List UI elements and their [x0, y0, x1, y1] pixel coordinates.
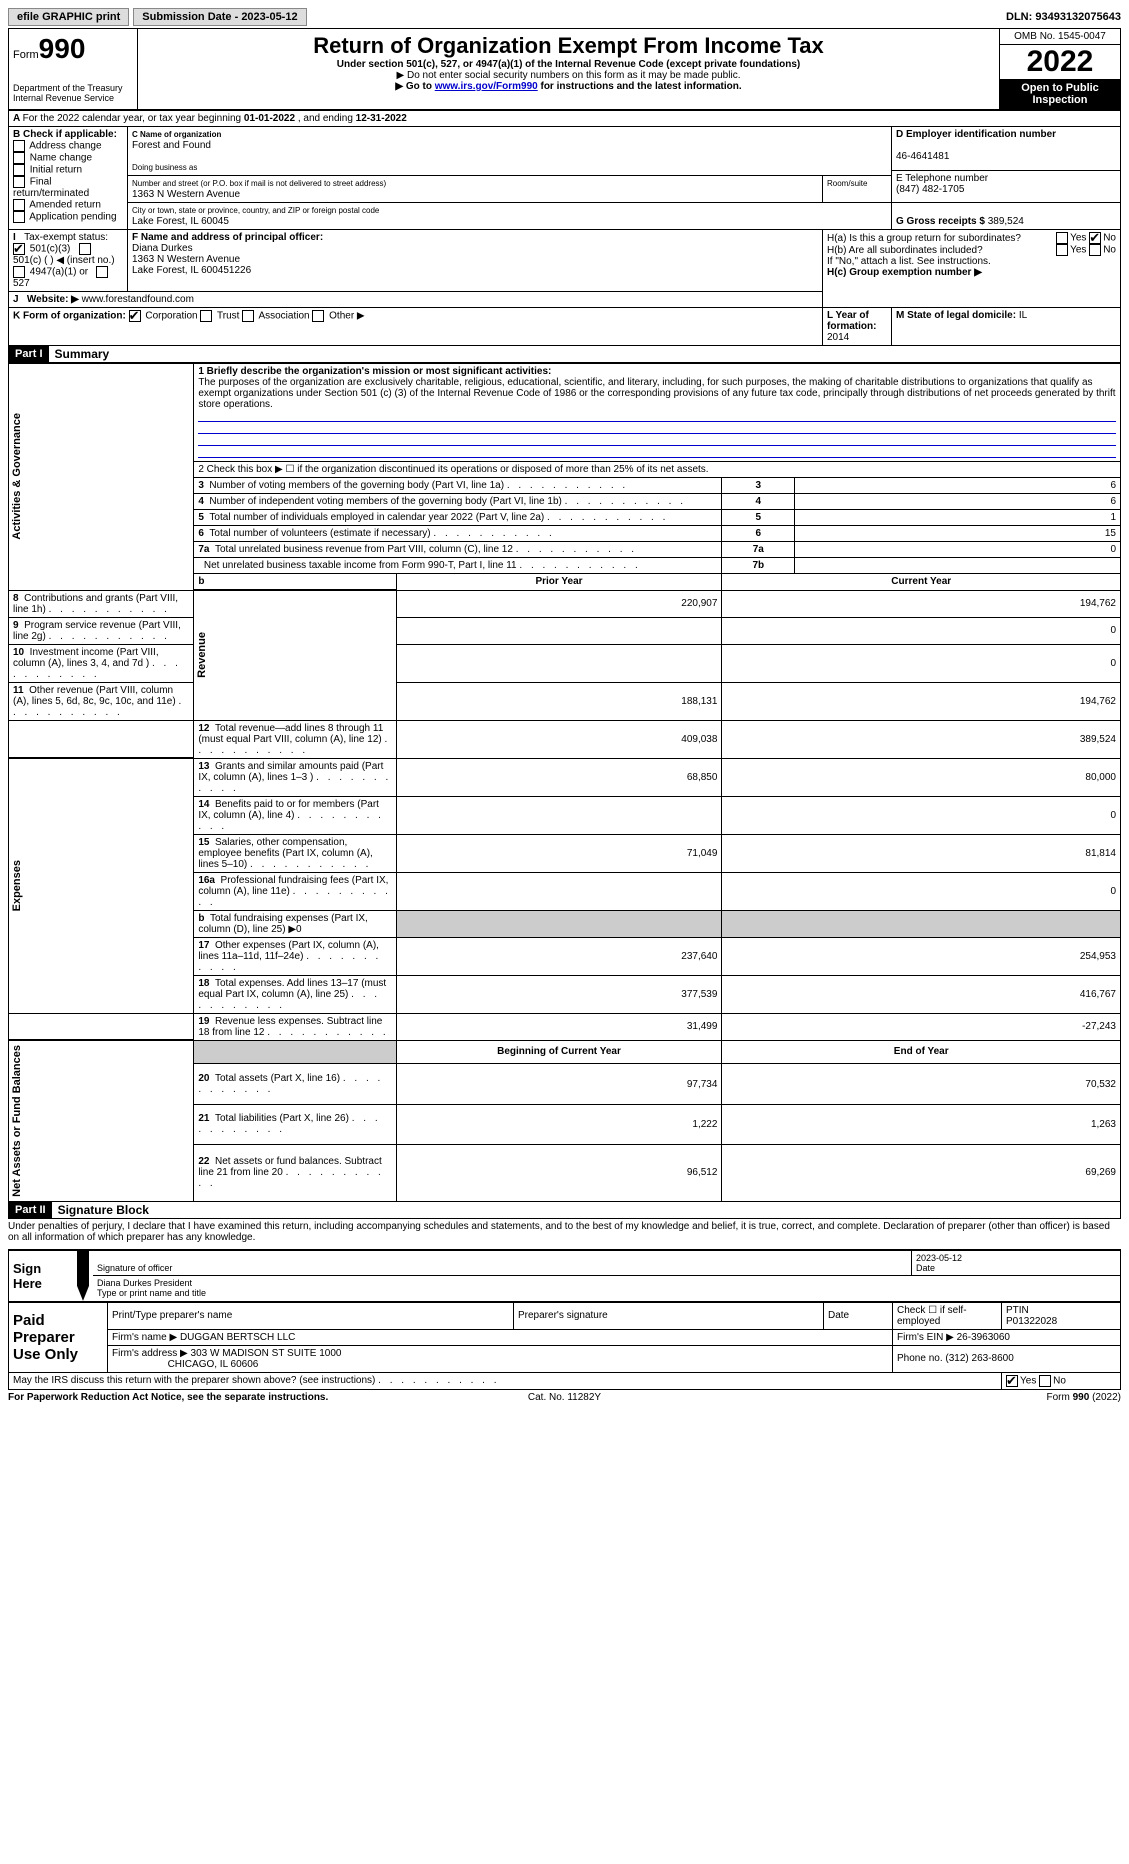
part1-header: Part I Summary: [8, 346, 1121, 363]
checkbox-final-return[interactable]: [13, 176, 25, 188]
form-header: Form990 Department of the Treasury Inter…: [8, 28, 1121, 110]
checkbox-corp[interactable]: [129, 310, 141, 322]
row-m: M State of legal domicile: IL: [892, 308, 1121, 346]
perjury-declaration: Under penalties of perjury, I declare th…: [8, 1219, 1121, 1245]
row-f: F Name and address of principal officer:…: [128, 230, 823, 292]
checkbox-hb-no[interactable]: [1089, 244, 1101, 256]
form-number: Form990: [13, 33, 133, 65]
checkbox-initial-return[interactable]: [13, 164, 25, 176]
row-d-e: D Employer identification number 46-4641…: [892, 127, 1121, 203]
row-c-room: Room/suite: [823, 176, 892, 203]
checkbox-app-pending[interactable]: [13, 211, 25, 223]
checkbox-501c[interactable]: [79, 243, 91, 255]
checkbox-other[interactable]: [312, 310, 324, 322]
dln: DLN: 93493132075643: [1006, 11, 1121, 23]
part2-header: Part II Signature Block: [8, 1202, 1121, 1219]
irs-link[interactable]: www.irs.gov/Form990: [435, 81, 538, 92]
section-net-assets: Net Assets or Fund Balances: [9, 1041, 25, 1201]
checkbox-amended[interactable]: [13, 199, 25, 211]
dept-label: Department of the Treasury Internal Reve…: [13, 83, 133, 103]
form-note-1: ▶ Do not enter social security numbers o…: [142, 70, 995, 81]
preparer-block: Paid Preparer Use Only Print/Type prepar…: [8, 1302, 1121, 1390]
checkbox-ha-yes[interactable]: [1056, 232, 1068, 244]
checkbox-discuss-yes[interactable]: [1006, 1375, 1018, 1387]
omb-number: OMB No. 1545-0047: [1000, 29, 1120, 45]
tax-year: 2022: [1000, 45, 1120, 79]
section-governance: Activities & Governance: [9, 409, 25, 544]
form-subtitle: Under section 501(c), 527, or 4947(a)(1)…: [142, 59, 995, 70]
row-b: B Check if applicable: Address change Na…: [9, 127, 128, 230]
checkbox-name-change[interactable]: [13, 152, 25, 164]
submission-date: Submission Date - 2023-05-12: [133, 8, 306, 26]
sign-here-block: Sign Here Signature of officer 2023-05-1…: [8, 1249, 1121, 1302]
row-j: J Website: ▶ www.forestandfound.com: [9, 292, 823, 308]
checkbox-4947[interactable]: [13, 266, 25, 278]
row-c-name: C Name of organization Forest and Found …: [128, 127, 892, 176]
page-footer: For Paperwork Reduction Act Notice, see …: [8, 1392, 1121, 1403]
section-revenue: Revenue: [194, 628, 210, 682]
checkbox-assoc[interactable]: [242, 310, 254, 322]
row-k: K Form of organization: Corporation Trus…: [9, 308, 823, 346]
checkbox-trust[interactable]: [200, 310, 212, 322]
row-g: G Gross receipts $ 389,524: [892, 203, 1121, 230]
form-note-2: ▶ Go to www.irs.gov/Form990 for instruct…: [142, 81, 995, 92]
efile-print-button[interactable]: efile GRAPHIC print: [8, 8, 129, 26]
row-i: I Tax-exempt status: 501(c)(3) 501(c) ( …: [9, 230, 128, 292]
checkbox-hb-yes[interactable]: [1056, 244, 1068, 256]
header-info-table: A For the 2022 calendar year, or tax yea…: [8, 110, 1121, 346]
checkbox-501c3[interactable]: [13, 243, 25, 255]
row-l: L Year of formation: 2014: [823, 308, 892, 346]
summary-table: Activities & Governance 1 Briefly descri…: [8, 363, 1121, 1202]
checkbox-ha-no[interactable]: [1089, 232, 1101, 244]
row-c-addr: Number and street (or P.O. box if mail i…: [128, 176, 823, 203]
checkbox-discuss-no[interactable]: [1039, 1375, 1051, 1387]
arrow-icon: [77, 1251, 89, 1301]
checkbox-527[interactable]: [96, 266, 108, 278]
topbar: efile GRAPHIC print Submission Date - 20…: [8, 8, 1121, 26]
open-to-public: Open to Public Inspection: [1000, 79, 1120, 109]
row-h: H(a) Is this a group return for subordin…: [823, 230, 1121, 308]
section-expenses: Expenses: [9, 856, 25, 915]
row-a: A For the 2022 calendar year, or tax yea…: [9, 111, 1121, 127]
form-title: Return of Organization Exempt From Incom…: [142, 33, 995, 59]
checkbox-address-change[interactable]: [13, 140, 25, 152]
row-c-city: City or town, state or province, country…: [128, 203, 892, 230]
